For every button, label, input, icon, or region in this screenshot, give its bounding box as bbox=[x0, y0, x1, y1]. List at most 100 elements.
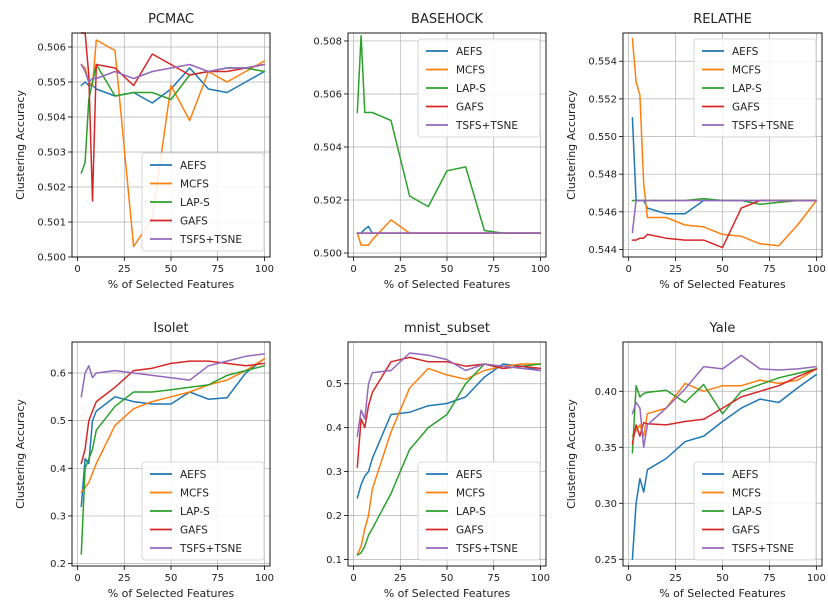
legend-box bbox=[693, 461, 817, 561]
legend-label: MCFS bbox=[732, 65, 761, 77]
series-line-mcfs bbox=[631, 368, 818, 437]
legend-label: LAP-S bbox=[732, 506, 762, 518]
y-tick-label: 0.5 bbox=[326, 379, 342, 390]
legend-label: LAP-S bbox=[456, 83, 486, 95]
legend: AEFS MCFS LAP-S GAFS TSFS+TSNE bbox=[417, 38, 541, 138]
x-tick-label: 0 bbox=[74, 573, 80, 584]
legend: AEFS MCFS LAP-S GAFS TSFS+TSNE bbox=[141, 461, 265, 561]
x-tick-label: 100 bbox=[255, 573, 274, 584]
x-tick-label: 25 bbox=[394, 264, 407, 275]
legend: AEFS MCFS LAP-S GAFS TSFS+TSNE bbox=[141, 152, 265, 252]
series-line-lap-s bbox=[80, 365, 266, 555]
y-tick-label: 0.6 bbox=[50, 368, 66, 379]
legend-label: MCFS bbox=[180, 179, 209, 191]
legend-label: GAFS bbox=[180, 525, 208, 537]
y-tick-label: 0.552 bbox=[588, 94, 617, 105]
x-tick-label: 50 bbox=[441, 573, 454, 584]
x-tick-label: 0 bbox=[350, 573, 356, 584]
legend-label: GAFS bbox=[456, 102, 484, 114]
x-tick-label: 75 bbox=[487, 573, 500, 584]
series-line-gafs bbox=[80, 360, 266, 465]
y-tick-label: 0.500 bbox=[37, 253, 66, 264]
legend-label: GAFS bbox=[180, 216, 208, 228]
series-line-lap-s bbox=[631, 368, 818, 454]
y-tick-label: 0.4 bbox=[326, 423, 342, 434]
legend: AEFS MCFS LAP-S GAFS TSFS+TSNE bbox=[693, 38, 817, 138]
x-tick-label: 50 bbox=[165, 573, 178, 584]
plot-frame bbox=[71, 341, 271, 567]
x-tick-label: 50 bbox=[716, 264, 729, 275]
legend-label: TSFS+TSNE bbox=[455, 543, 518, 555]
series-line-mcfs bbox=[80, 357, 266, 493]
series-line-gafs bbox=[631, 368, 818, 445]
legend-label: AEFS bbox=[456, 469, 483, 481]
x-tick-label: 100 bbox=[255, 264, 274, 275]
y-tick-label: 0.503 bbox=[37, 148, 66, 159]
y-tick-label: 0.25 bbox=[595, 555, 617, 566]
legend-box bbox=[693, 38, 817, 138]
x-tick-label: 25 bbox=[394, 573, 407, 584]
y-tick-label: 0.3 bbox=[50, 511, 66, 522]
y-tick-label: 0.505 bbox=[37, 78, 66, 89]
y-tick-label: 0.508 bbox=[313, 36, 342, 47]
x-axis-label: % of Selected Features bbox=[384, 587, 511, 600]
y-tick-label: 0.544 bbox=[588, 245, 617, 256]
legend-label: GAFS bbox=[456, 525, 484, 537]
y-axis-label: Clustering Accuracy bbox=[565, 90, 578, 200]
legend-label: AEFS bbox=[732, 46, 759, 58]
series-line-tsfs-tsne bbox=[631, 354, 818, 449]
y-tick-label: 0.501 bbox=[37, 218, 66, 229]
y-axis-label: Clustering Accuracy bbox=[14, 90, 27, 200]
legend-label: GAFS bbox=[732, 102, 760, 114]
x-tick-label: 0 bbox=[74, 264, 80, 275]
plot-frame bbox=[71, 32, 271, 258]
series-line-gafs bbox=[356, 356, 542, 468]
x-tick-label: 50 bbox=[165, 264, 178, 275]
series-line-lap-s bbox=[631, 197, 818, 206]
x-tick-label: 25 bbox=[118, 264, 131, 275]
legend-label: TSFS+TSNE bbox=[455, 120, 518, 132]
legend-label: MCFS bbox=[456, 65, 485, 77]
x-tick-label: 50 bbox=[716, 573, 729, 584]
legend-box bbox=[417, 38, 541, 138]
series-line-tsfs-tsne bbox=[356, 352, 542, 438]
plot-frame bbox=[622, 341, 823, 567]
legend-label: LAP-S bbox=[732, 83, 762, 95]
x-tick-label: 100 bbox=[807, 264, 826, 275]
plot-frame bbox=[622, 32, 823, 258]
y-tick-label: 0.40 bbox=[595, 387, 617, 398]
chart-mnist-subset: 0 25 50 75 100 0.1 0.2 0.3 0.4 0.5 mnist_subset % o… bbox=[326, 321, 550, 600]
chart-title: Yale bbox=[709, 321, 736, 336]
legend-box bbox=[141, 152, 265, 252]
y-tick-label: 0.502 bbox=[313, 196, 342, 207]
y-tick-label: 0.550 bbox=[588, 132, 617, 143]
chart-basehock: 0 25 50 75 100 0.500 0.502 0.504 0.506 0.508 BASEH… bbox=[313, 12, 550, 291]
x-tick-label: 100 bbox=[807, 573, 826, 584]
series-line-gafs bbox=[631, 199, 818, 249]
legend-label: AEFS bbox=[180, 160, 207, 172]
x-tick-label: 75 bbox=[211, 264, 224, 275]
legend-label: MCFS bbox=[732, 488, 761, 500]
x-tick-label: 100 bbox=[531, 573, 550, 584]
y-tick-label: 0.4 bbox=[50, 464, 66, 475]
y-tick-label: 0.506 bbox=[313, 89, 342, 100]
x-tick-label: 25 bbox=[669, 573, 682, 584]
legend-label: AEFS bbox=[732, 469, 759, 481]
legend-label: LAP-S bbox=[180, 197, 210, 209]
plot-frame bbox=[347, 32, 547, 258]
legend-label: TSFS+TSNE bbox=[179, 543, 242, 555]
y-tick-label: 0.504 bbox=[313, 142, 342, 153]
x-tick-label: 75 bbox=[763, 573, 776, 584]
series-line-tsfs-tsne bbox=[80, 63, 266, 83]
y-tick-label: 0.548 bbox=[588, 170, 617, 181]
series-line-gafs bbox=[80, 32, 266, 202]
series-line-aefs bbox=[631, 373, 818, 561]
chart-title: BASEHOCK bbox=[411, 12, 483, 27]
legend-label: AEFS bbox=[456, 46, 483, 58]
x-tick-label: 100 bbox=[531, 264, 550, 275]
y-tick-label: 0.502 bbox=[37, 183, 66, 194]
legend: AEFS MCFS LAP-S GAFS TSFS+TSNE bbox=[417, 461, 541, 561]
x-axis-label: % of Selected Features bbox=[384, 278, 511, 291]
y-tick-label: 0.30 bbox=[595, 499, 617, 510]
